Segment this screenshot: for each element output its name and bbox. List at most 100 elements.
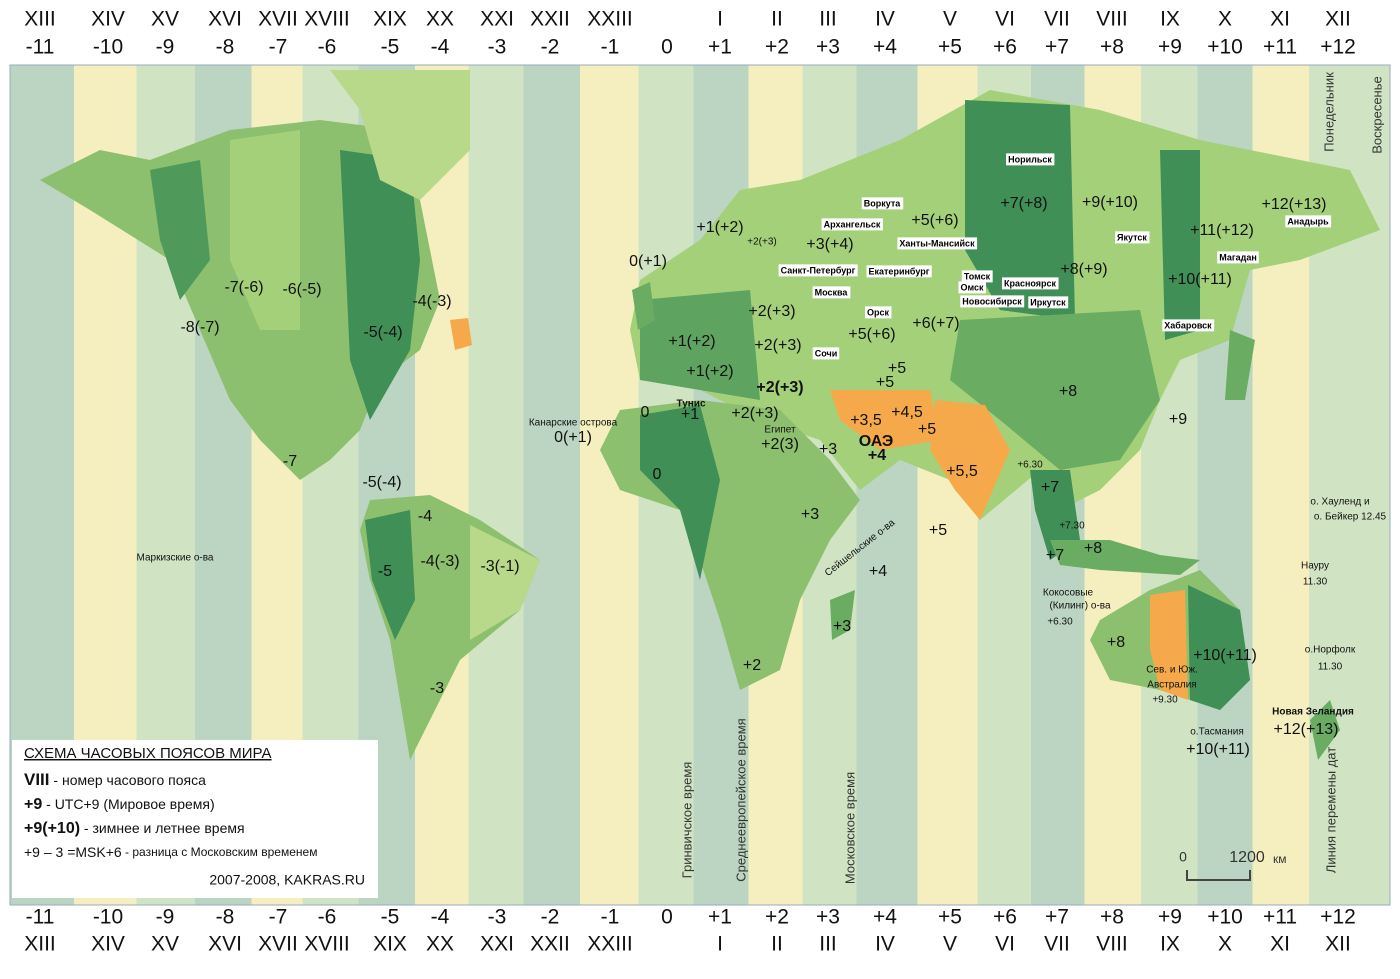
city-label: Хабаровск xyxy=(1164,320,1212,330)
zone-offset-top: -5 xyxy=(381,36,400,59)
zone-roman-bottom: V xyxy=(943,933,957,956)
scale-end: 1200 xyxy=(1229,849,1265,866)
zone-label: +7 xyxy=(1046,547,1064,564)
legend-title: СХЕМА ЧАСОВЫХ ПОЯСОВ МИРА xyxy=(24,745,272,762)
city-box xyxy=(958,281,987,294)
zone-label: о.Тасмания xyxy=(1190,727,1244,738)
zone-offset-bottom: -3 xyxy=(488,906,507,929)
city-label: Архангельск xyxy=(824,219,881,229)
zone-label: +5 xyxy=(888,360,906,377)
zone-roman-top: VI xyxy=(995,8,1015,31)
zone-offset-top: +2 xyxy=(765,36,789,59)
zone-offset-bottom: -8 xyxy=(216,906,235,929)
legend-text: - номер часового пояса xyxy=(50,772,207,788)
zone-label: -7 xyxy=(283,453,297,470)
indochina xyxy=(1030,470,1080,560)
brazil-east xyxy=(470,525,540,640)
zone-offset-top: +1 xyxy=(708,36,732,59)
zone-offset-bottom: -9 xyxy=(156,906,175,929)
zone-offset-top: +9 xyxy=(1158,36,1182,59)
zone-roman-top: XV xyxy=(151,8,179,31)
zone-label: 11.30 xyxy=(1318,662,1343,673)
alaska-zone xyxy=(150,160,210,300)
city-box xyxy=(1115,231,1150,244)
zone-label: +6.30 xyxy=(1047,617,1073,628)
zone-offset-bottom: +2 xyxy=(765,906,789,929)
zone-offset-bottom: -11 xyxy=(26,906,55,929)
zone-label: +5 xyxy=(918,421,936,438)
zone-label: +2 xyxy=(743,657,761,674)
zone-offset-top: -3 xyxy=(488,36,507,59)
zone-offset-bottom: 0 xyxy=(661,906,673,929)
zone-roman-bottom: XIII xyxy=(24,933,56,956)
zone-label: +10(+11) xyxy=(1193,647,1257,664)
zone-label: Кокосовые xyxy=(1043,588,1094,599)
newfoundland xyxy=(450,318,472,350)
zone-label: Маркизские о-ва xyxy=(137,553,214,564)
legend-box xyxy=(12,740,378,898)
zone-offset-bottom: -7 xyxy=(269,906,288,929)
zone-roman-bottom: XVII xyxy=(258,933,298,956)
legend-key: VIII xyxy=(24,770,50,789)
vertical-label: Гринвичское время xyxy=(679,762,694,879)
zone-label: +2(3) xyxy=(761,436,799,453)
zone-offset-top: -1 xyxy=(601,36,620,59)
zone-label: +6(+7) xyxy=(912,315,959,332)
zone-label: 0 xyxy=(653,466,662,483)
city-label: Магадан xyxy=(1219,252,1257,262)
central-australia xyxy=(1150,590,1188,700)
eastern-zone xyxy=(340,150,420,420)
zone-offset-top: -11 xyxy=(26,36,55,59)
zone-roman-top: IV xyxy=(875,8,895,31)
zone-offset-top: -4 xyxy=(431,36,450,59)
zone-roman-top: XVIII xyxy=(304,8,350,31)
zone-label: Сев. и Юж. xyxy=(1146,665,1198,676)
vertical-label: Воскресенье xyxy=(1369,76,1384,153)
zone-roman-bottom: XIV xyxy=(91,933,125,956)
zone-offset-top: +6 xyxy=(993,36,1017,59)
greenland xyxy=(330,70,470,200)
scale-bar: 0 1200 км xyxy=(1179,849,1287,881)
new-zealand xyxy=(1310,700,1340,760)
zone-offset-bottom: +12 xyxy=(1320,906,1356,929)
zone-roman-top: XXI xyxy=(480,8,514,31)
zone-label: -4 xyxy=(418,508,432,525)
zone-roman-bottom: XX xyxy=(426,933,454,956)
zone-roman-top: XX xyxy=(426,8,454,31)
city-box xyxy=(897,237,978,250)
zone-label: Новая Зеландия xyxy=(1272,707,1354,718)
zone-roman-bottom: VIII xyxy=(1096,933,1128,956)
zone-label: +8 xyxy=(1084,540,1102,557)
zone-label: +3(+4) xyxy=(806,236,853,253)
zone-roman-top: VIII xyxy=(1096,8,1128,31)
city-box xyxy=(960,295,1025,308)
city-label: Санкт-Петербург xyxy=(781,265,856,275)
legend-text: - UTC+9 (Мировое время) xyxy=(42,796,214,812)
zone-label: 0(+1) xyxy=(629,253,667,270)
zone-offset-bottom: +10 xyxy=(1207,906,1243,929)
zone-label: +5,5 xyxy=(946,463,978,480)
zone-roman-top: XIX xyxy=(373,8,407,31)
city-box xyxy=(961,270,993,283)
zone-offset-bottom: -6 xyxy=(318,906,337,929)
zone-offset-bottom: -2 xyxy=(541,906,560,929)
city-box xyxy=(1001,277,1059,290)
city-box xyxy=(861,197,904,210)
zone-label: +9(+10) xyxy=(1082,194,1138,211)
zone-label: +1(+2) xyxy=(668,333,715,350)
scale-line xyxy=(1186,870,1251,881)
indonesia xyxy=(1050,540,1200,575)
zone-offset-bottom: +9 xyxy=(1158,906,1182,929)
zone-offset-bottom: +11 xyxy=(1263,906,1297,929)
scale-unit: км xyxy=(1273,852,1287,866)
zone-label: +4 xyxy=(868,447,886,464)
zone-label: -3(-1) xyxy=(480,558,519,575)
zone-offset-top: +5 xyxy=(938,36,962,59)
zone-roman-top: IX xyxy=(1160,8,1180,31)
zone-label: +3 xyxy=(819,441,837,458)
zone-roman-bottom: XVI xyxy=(208,933,242,956)
city-label: Орск xyxy=(867,307,890,317)
zone-label: +8(+9) xyxy=(1060,261,1107,278)
zone-label: +5(+6) xyxy=(848,326,895,343)
zone-label: -5 xyxy=(378,563,392,580)
